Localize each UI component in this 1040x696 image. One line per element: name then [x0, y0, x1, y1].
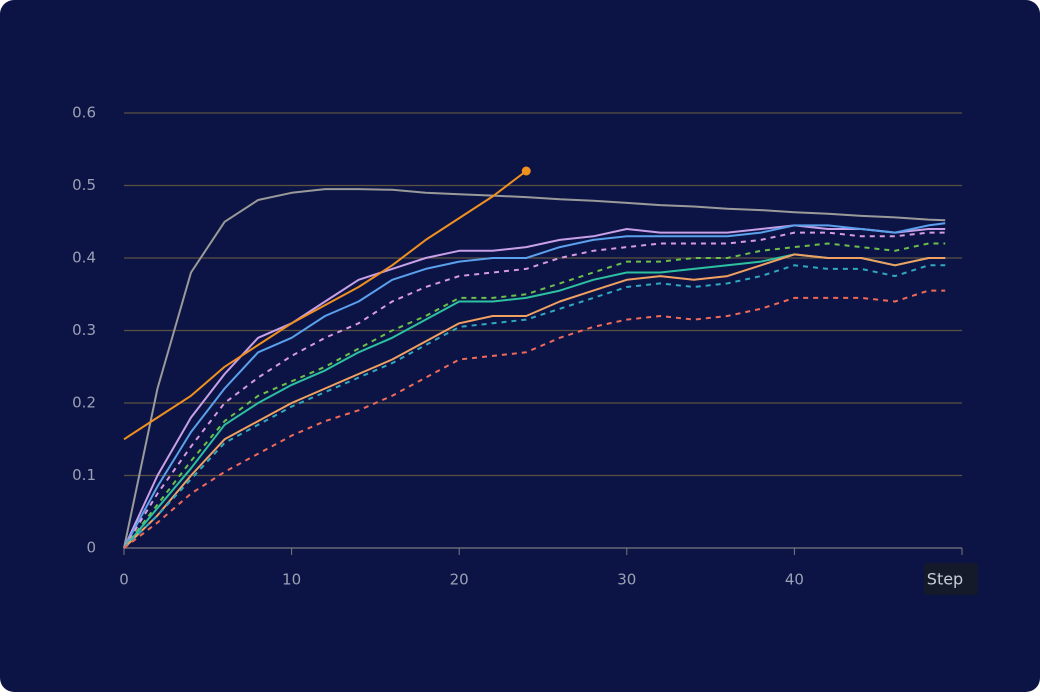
x-tick-label: 30: [617, 571, 636, 589]
y-tick-label: 0: [86, 539, 96, 557]
y-tick-label: 0.4: [72, 249, 96, 267]
series-line: [123, 170, 527, 441]
x-axis-label: Step: [927, 570, 963, 589]
x-tick-label: 10: [282, 571, 301, 589]
end-marker: [521, 166, 531, 176]
x-label-box: [924, 563, 978, 595]
y-tick-label: 0.3: [72, 321, 96, 339]
x-tick-label: 40: [785, 571, 804, 589]
x-tick-label: 20: [450, 571, 469, 589]
y-tick-label: 0.1: [72, 466, 96, 484]
series-line: [123, 242, 946, 549]
series-line: [123, 253, 946, 549]
series-line: [123, 224, 946, 549]
series-line: [123, 188, 946, 549]
series-line: [123, 264, 946, 549]
x-tick-label: 0: [119, 571, 129, 589]
y-tick-label: 0.2: [72, 394, 96, 412]
series-line: [123, 222, 946, 549]
series-line: [123, 231, 946, 549]
series-line: [123, 253, 946, 549]
series-line: [123, 289, 946, 549]
y-tick-label: 0.5: [72, 176, 96, 194]
y-tick-label: 0.6: [72, 104, 96, 122]
